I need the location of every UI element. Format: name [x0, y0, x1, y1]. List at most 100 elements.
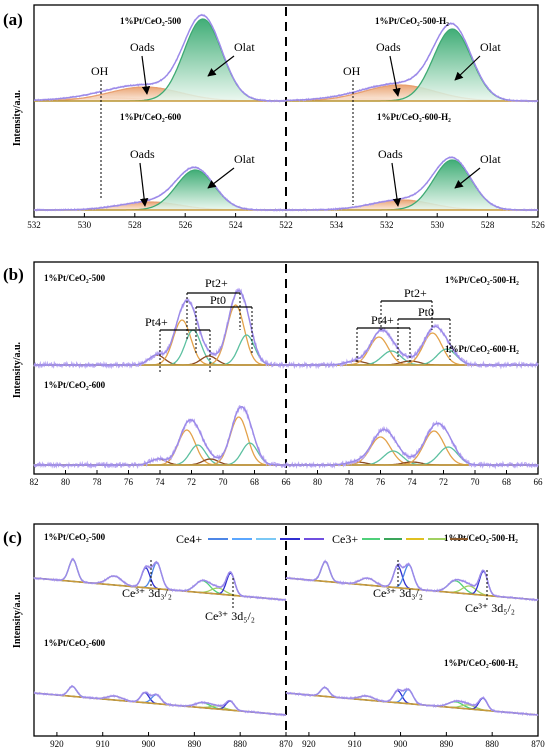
peak-component [34, 444, 286, 466]
panel-c: (c) Intensity/a.u. 1%Pt/CeO₂-500 1%Pt/Ce… [3, 523, 545, 749]
x-tick-label: 76 [376, 477, 386, 487]
peak-component [286, 436, 538, 466]
annotation-olat: Olat [480, 40, 501, 54]
annotation-pt2: Pt2+ [404, 286, 427, 300]
annotation-pt0: Pt0 [418, 305, 434, 319]
x-tick-label: 72 [439, 477, 448, 487]
panel-b-annotations: 1%Pt/CeO₂-500 1%Pt/CeO₂-600 1%Pt/CeO₂-50… [44, 273, 519, 390]
sample-label: 1%Pt/CeO₂-600-H₂ [377, 112, 451, 122]
x-tick-label: 80 [313, 477, 323, 487]
annotation-olat: Olat [480, 152, 501, 166]
panel-b: (b) Intensity/a.u. 1%Pt/CeO₂-500 1%Pt/Ce… [3, 261, 544, 487]
x-tick-label: 534 [330, 220, 344, 230]
panel-c-ylabel: Intensity/a.u. [12, 591, 23, 648]
fit-envelope [286, 422, 538, 466]
x-tick-label: 870 [531, 739, 545, 749]
x-tick-label: 530 [430, 220, 444, 230]
olat-arrow [454, 55, 481, 81]
x-tick-label: 900 [394, 739, 408, 749]
annotation-pt0: Pt0 [210, 293, 226, 307]
x-tick-label: 532 [27, 220, 41, 230]
x-tick-label: 66 [534, 477, 544, 487]
sample-label: 1%Pt/CeO₂-500 [44, 532, 106, 542]
sample-label: 1%Pt/CeO₂-600 [44, 380, 106, 390]
olat-arrow [207, 167, 235, 189]
x-tick-label: 920 [50, 739, 64, 749]
peak-component [33, 685, 287, 716]
fit-envelope [34, 166, 286, 211]
annotation-oh: OH [343, 64, 361, 78]
spectrum-right-top [285, 22, 539, 103]
peak-component [34, 442, 286, 466]
x-tick-label: 68 [250, 477, 260, 487]
peak-fill [286, 29, 538, 101]
peak-fill [34, 19, 286, 101]
spectrum-left-top [33, 557, 287, 602]
sample-label: 1%Pt/CeO₂-600-H₂ [444, 658, 518, 668]
raw-data [33, 404, 287, 470]
x-tick-label: 870 [279, 739, 293, 749]
oads-arrow [139, 162, 149, 207]
panel-a-curves [33, 13, 539, 212]
sample-label: 1%Pt/CeO₂-500 [120, 16, 182, 26]
x-tick-label: 82 [30, 477, 39, 487]
x-tick-label: 526 [178, 220, 192, 230]
panel-a-ylabel: Intensity/a.u. [12, 89, 23, 146]
panel-b-x-ticks: 82 80 78 76 74 72 70 68 66 80 78 76 74 72 70 68 66 [30, 470, 544, 487]
x-tick-label: 900 [142, 739, 156, 749]
annotation-oads: Oads [130, 147, 155, 161]
annotation-oads: Oads [130, 40, 155, 54]
x-tick-label: 68 [502, 477, 512, 487]
x-tick-label: 890 [440, 739, 454, 749]
x-tick-label: 72 [187, 477, 196, 487]
spectrum-right-top [285, 559, 539, 602]
olat-arrow [454, 167, 481, 189]
sample-label: 1%Pt/CeO₂-500 [44, 273, 106, 283]
panel-b-frame [33, 261, 539, 475]
x-tick-label: 526 [531, 220, 545, 230]
oads-arrow [391, 162, 402, 207]
x-tick-label: 920 [302, 739, 316, 749]
annotation-pt4: Pt4+ [371, 313, 394, 327]
spectrum-left-top [33, 287, 287, 370]
x-tick-label: 76 [124, 477, 134, 487]
fit-envelope [285, 560, 539, 601]
panel-b-ylabel: Intensity/a.u. [12, 341, 23, 398]
panel-a-annotations: 1%Pt/CeO₂-500 1%Pt/CeO₂-600 1%Pt/CeO₂-50… [91, 16, 501, 207]
annotation-ce3-3d52: Ce³⁺ 3d₅/₂ [465, 601, 515, 615]
x-tick-label: 890 [188, 739, 202, 749]
panel-c-annotations: 1%Pt/CeO₂-500 1%Pt/CeO₂-600 1%Pt/CeO₂-50… [44, 532, 518, 668]
x-tick-label: 70 [471, 477, 481, 487]
olat-arrow [207, 55, 235, 77]
peak-fill [34, 170, 286, 210]
legend-ce4-label: Ce4+ [176, 532, 202, 546]
x-tick-label: 532 [380, 220, 394, 230]
spectrum-left-top [33, 13, 287, 103]
peak-component [286, 430, 538, 466]
panel-c-x-ticks: 920 910 900 890 880 870 920 910 900 890 880 870 [50, 732, 545, 749]
sample-label: 1%Pt/CeO₂-500-H₂ [445, 275, 519, 285]
fit-envelope [286, 325, 538, 366]
annotation-ce3-3d32: Ce³⁺ 3d₃/₂ [373, 586, 423, 600]
sample-label: 1%Pt/CeO₂-500-H₂ [375, 16, 449, 26]
spectrum-right-bottom [285, 155, 539, 212]
annotation-oads: Oads [376, 40, 401, 54]
annotation-ce3-3d52: Ce³⁺ 3d₅/₂ [205, 609, 255, 623]
panel-c-curves [33, 557, 539, 717]
x-tick-label: 524 [229, 220, 243, 230]
legend-ce3-label: Ce3+ [332, 532, 358, 546]
annotation-olat: Olat [234, 152, 255, 166]
panel-c-label: (c) [3, 528, 22, 547]
x-tick-label: 80 [61, 477, 71, 487]
annotation-pt4: Pt4+ [145, 315, 168, 329]
x-tick-label: 910 [348, 739, 362, 749]
sample-label: 1%Pt/CeO₂-500-H₂ [444, 533, 518, 543]
oads-arrow [141, 55, 151, 95]
x-tick-label: 530 [78, 220, 92, 230]
annotation-ce3-3d32: Ce³⁺ 3d₃/₂ [122, 586, 172, 600]
x-tick-label: 528 [481, 220, 495, 230]
spectrum-right-bottom [285, 685, 539, 717]
panel-a-x-ticks: 532 530 528 526 524 522 534 532 530 528 526 [27, 213, 545, 230]
sample-label: 1%Pt/CeO₂-600 [120, 112, 182, 122]
sample-label: 1%Pt/CeO₂-600-H₂ [445, 344, 519, 354]
